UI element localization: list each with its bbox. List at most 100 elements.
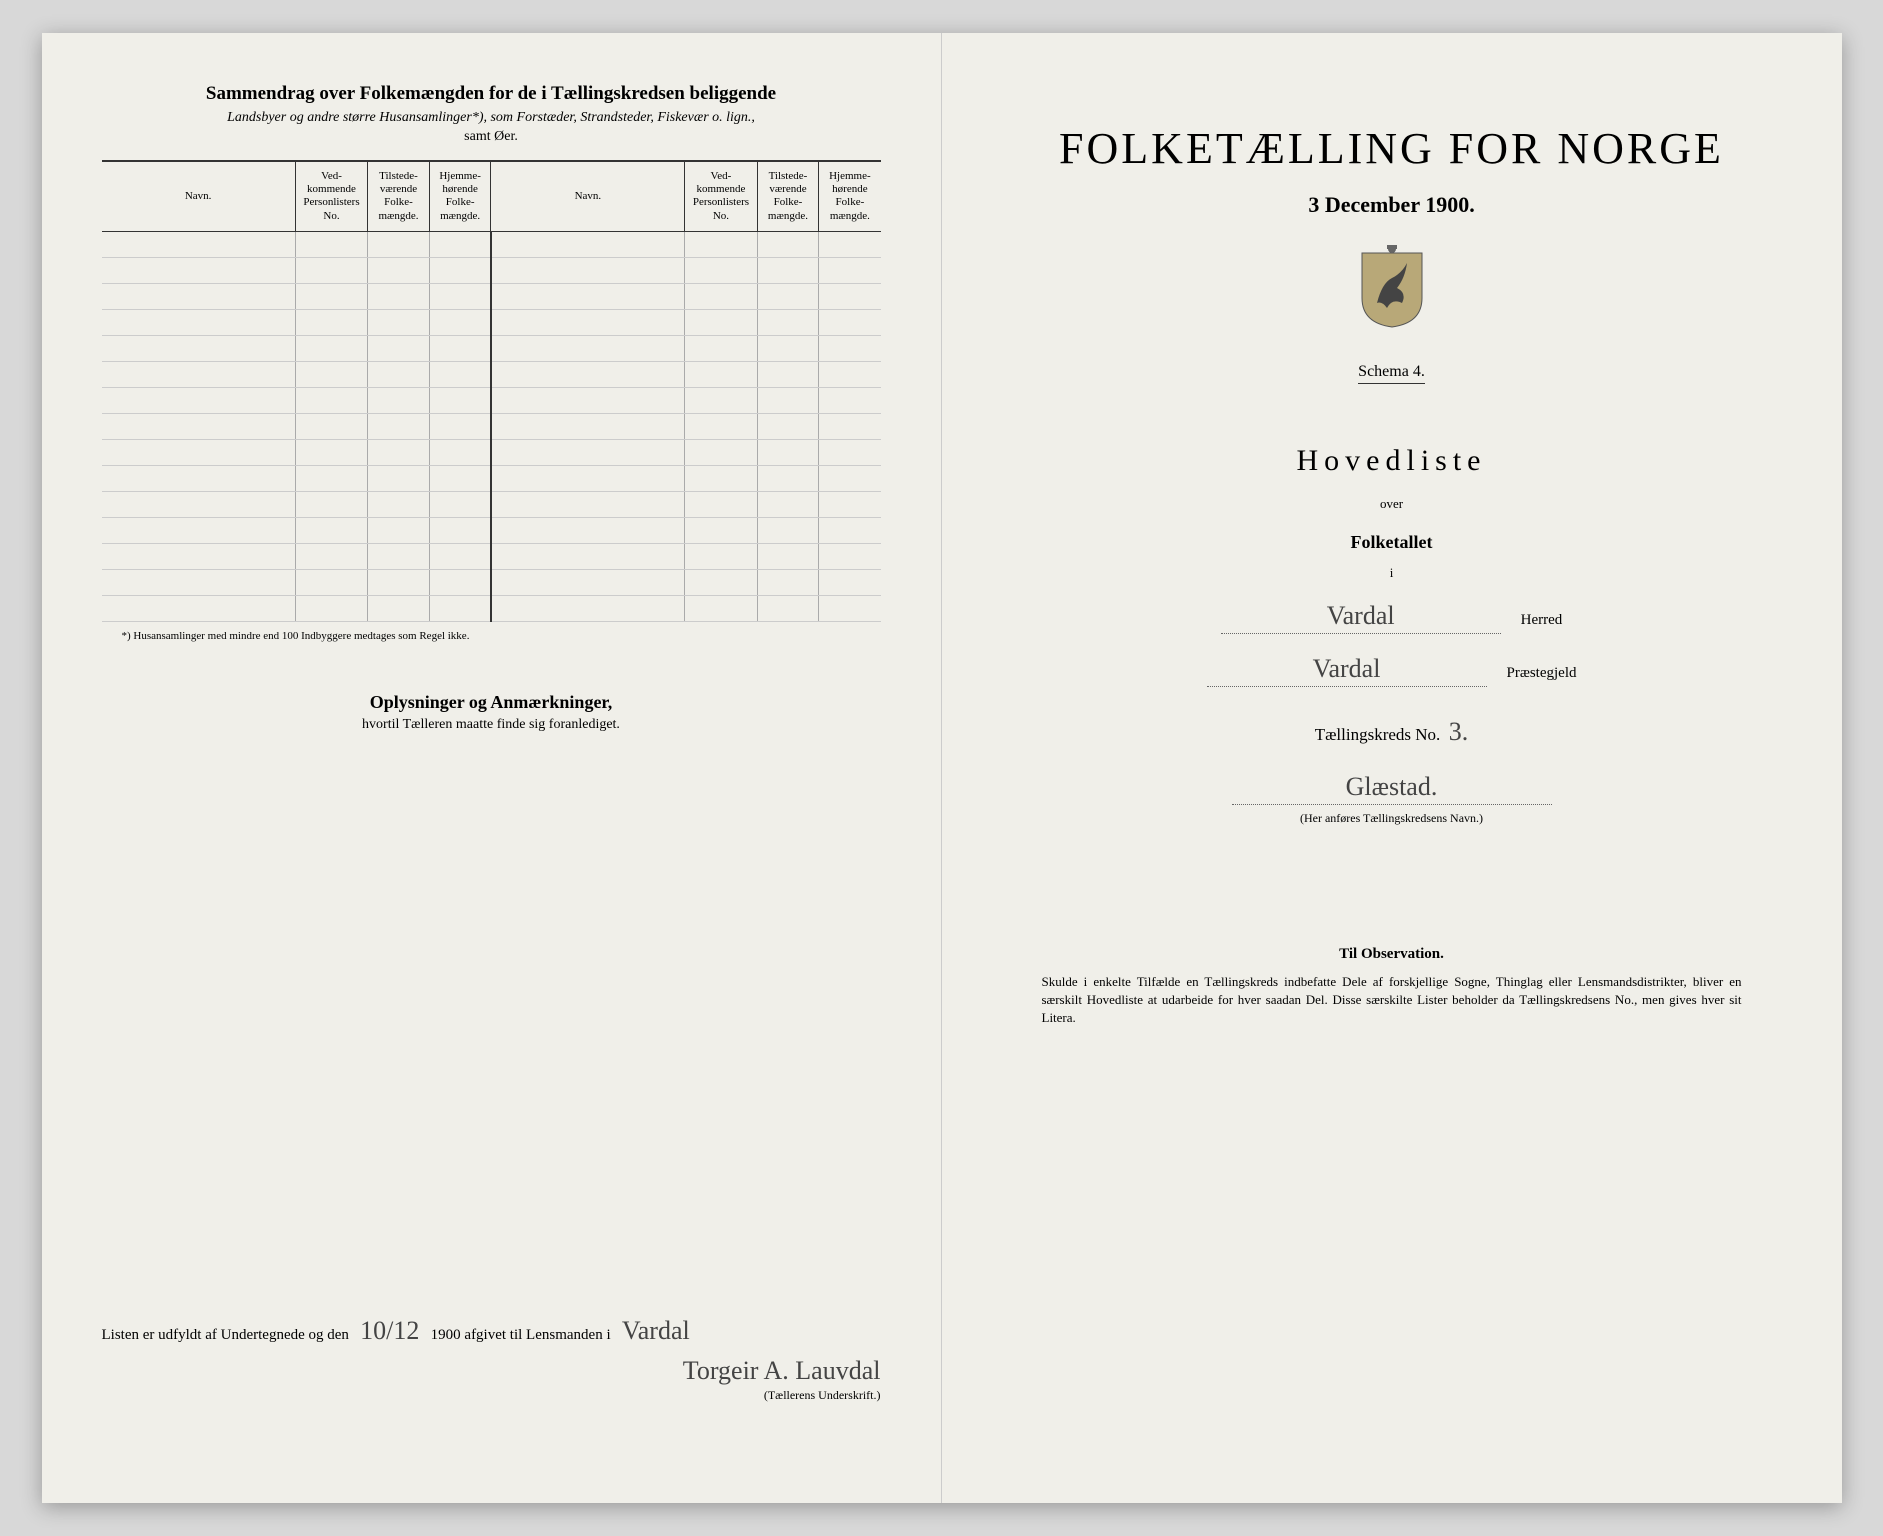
table-cell bbox=[295, 569, 367, 595]
table-cell bbox=[368, 413, 430, 439]
table-header: Navn. bbox=[491, 161, 685, 231]
observation-title: Til Observation. bbox=[1002, 946, 1782, 963]
table-row bbox=[102, 465, 881, 491]
table-header: Tilstede-værendeFolke-mængde. bbox=[368, 161, 430, 231]
table-footnote: *) Husansamlinger med mindre end 100 Ind… bbox=[102, 630, 881, 642]
table-cell bbox=[295, 335, 367, 361]
table-cell bbox=[368, 517, 430, 543]
document-spread: Sammendrag over Folkemængden for de i Tæ… bbox=[42, 33, 1842, 1503]
table-cell bbox=[685, 283, 757, 309]
table-cell bbox=[491, 309, 685, 335]
table-cell bbox=[819, 257, 881, 283]
census-date: 3 December 1900. bbox=[1002, 192, 1782, 218]
table-cell bbox=[368, 569, 430, 595]
table-cell bbox=[685, 257, 757, 283]
signature-block: Listen er udfyldt af Undertegnede og den… bbox=[102, 1316, 881, 1403]
table-cell bbox=[491, 361, 685, 387]
table-cell bbox=[757, 309, 819, 335]
table-cell bbox=[819, 231, 881, 257]
table-cell bbox=[685, 595, 757, 621]
remarks-subtitle: hvortil Tælleren maatte finde sig foranl… bbox=[102, 717, 881, 733]
folketallet-label: Folketallet bbox=[1002, 532, 1782, 553]
table-cell bbox=[429, 491, 491, 517]
table-cell bbox=[429, 231, 491, 257]
table-header: Tilstede-værendeFolke-mængde. bbox=[757, 161, 819, 231]
table-cell bbox=[102, 231, 296, 257]
table-cell bbox=[429, 543, 491, 569]
table-cell bbox=[491, 543, 685, 569]
table-cell bbox=[368, 465, 430, 491]
table-cell bbox=[685, 387, 757, 413]
table-row bbox=[102, 231, 881, 257]
table-cell bbox=[757, 569, 819, 595]
table-cell bbox=[102, 439, 296, 465]
herred-label: Herred bbox=[1521, 612, 1563, 629]
table-cell bbox=[757, 465, 819, 491]
table-cell bbox=[685, 543, 757, 569]
left-page: Sammendrag over Folkemængden for de i Tæ… bbox=[42, 33, 942, 1503]
table-row bbox=[102, 491, 881, 517]
table-cell bbox=[757, 517, 819, 543]
table-cell bbox=[685, 517, 757, 543]
praestegjeld-value: Vardal bbox=[1207, 654, 1487, 687]
table-cell bbox=[102, 569, 296, 595]
table-cell bbox=[819, 491, 881, 517]
table-cell bbox=[102, 309, 296, 335]
table-cell bbox=[491, 595, 685, 621]
table-cell bbox=[295, 491, 367, 517]
schema-label: Schema 4. bbox=[1358, 363, 1425, 384]
table-cell bbox=[685, 569, 757, 595]
table-cell bbox=[757, 413, 819, 439]
table-cell bbox=[491, 387, 685, 413]
over-label: over bbox=[1002, 496, 1782, 512]
hovedliste-heading: Hovedliste bbox=[1002, 444, 1782, 478]
kreds-row: Tællingskreds No. 3. bbox=[1002, 717, 1782, 747]
table-cell bbox=[685, 231, 757, 257]
table-cell bbox=[102, 413, 296, 439]
summary-subtitle: Landsbyer og andre større Husansamlinger… bbox=[102, 110, 881, 126]
table-cell bbox=[295, 309, 367, 335]
table-cell bbox=[102, 465, 296, 491]
table-cell bbox=[102, 283, 296, 309]
table-header: Ved-kommendePersonlistersNo. bbox=[685, 161, 757, 231]
table-cell bbox=[491, 231, 685, 257]
table-row bbox=[102, 283, 881, 309]
herred-value: Vardal bbox=[1221, 601, 1501, 634]
i-label: i bbox=[1002, 565, 1782, 581]
table-cell bbox=[295, 283, 367, 309]
table-cell bbox=[819, 439, 881, 465]
kreds-caption: (Her anføres Tællingskredsens Navn.) bbox=[1002, 811, 1782, 826]
table-cell bbox=[757, 595, 819, 621]
table-cell bbox=[819, 413, 881, 439]
signature-place: Vardal bbox=[622, 1316, 690, 1345]
table-cell bbox=[102, 387, 296, 413]
table-cell bbox=[429, 439, 491, 465]
table-cell bbox=[819, 595, 881, 621]
table-cell bbox=[429, 517, 491, 543]
table-cell bbox=[685, 465, 757, 491]
table-cell bbox=[295, 595, 367, 621]
table-row bbox=[102, 439, 881, 465]
table-cell bbox=[368, 257, 430, 283]
summary-subtitle2: samt Øer. bbox=[102, 129, 881, 145]
main-title: FOLKETÆLLING FOR NORGE bbox=[1002, 123, 1782, 174]
signature-name: Torgeir A. Lauvdal bbox=[683, 1356, 881, 1385]
table-cell bbox=[429, 569, 491, 595]
right-page: FOLKETÆLLING FOR NORGE 3 December 1900. … bbox=[942, 33, 1842, 1503]
table-cell bbox=[295, 387, 367, 413]
table-cell bbox=[757, 283, 819, 309]
table-cell bbox=[429, 257, 491, 283]
praestegjeld-label: Præstegjeld bbox=[1507, 665, 1577, 682]
table-cell bbox=[685, 491, 757, 517]
remarks-title: Oplysninger og Anmærkninger, bbox=[102, 692, 881, 713]
table-cell bbox=[685, 361, 757, 387]
table-cell bbox=[819, 465, 881, 491]
signature-text-2: 1900 afgivet til Lensmanden i bbox=[431, 1327, 611, 1343]
table-row bbox=[102, 257, 881, 283]
table-cell bbox=[368, 439, 430, 465]
kreds-number: 3. bbox=[1449, 717, 1469, 746]
table-cell bbox=[491, 569, 685, 595]
table-cell bbox=[685, 335, 757, 361]
table-row bbox=[102, 595, 881, 621]
table-cell bbox=[102, 361, 296, 387]
